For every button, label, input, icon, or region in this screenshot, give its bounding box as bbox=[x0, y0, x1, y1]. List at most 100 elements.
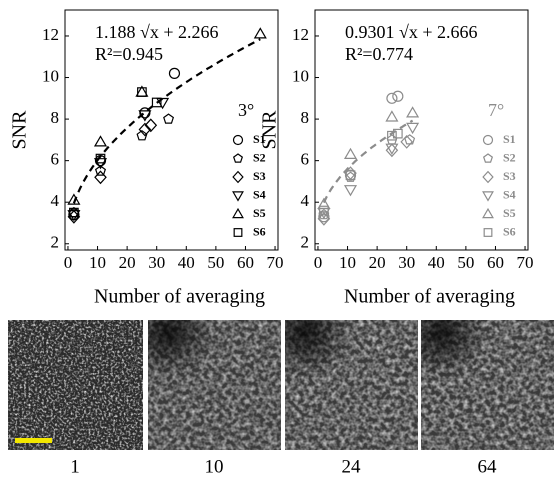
x-tick-label: 0 bbox=[314, 253, 323, 272]
data-point bbox=[94, 165, 107, 176]
data-point bbox=[168, 67, 181, 79]
fit-curve bbox=[322, 119, 414, 204]
legend-marker bbox=[232, 170, 244, 184]
data-point bbox=[137, 87, 147, 97]
image-shade bbox=[285, 320, 418, 450]
data-point bbox=[385, 143, 399, 155]
fit-curve bbox=[72, 38, 261, 204]
legend-label: S6 bbox=[253, 224, 266, 238]
legend-label: S2 bbox=[503, 150, 516, 164]
y-tick-label: 12 bbox=[42, 25, 59, 44]
y-axis-label: SNR bbox=[9, 110, 31, 150]
image-label: 1 bbox=[70, 456, 80, 477]
image-label: 10 bbox=[205, 456, 224, 477]
y-tick-label: 10 bbox=[292, 66, 309, 85]
x-tick-label: 50 bbox=[457, 253, 474, 272]
legend-label: S1 bbox=[253, 132, 266, 146]
data-point bbox=[93, 135, 108, 147]
x-tick-label: 70 bbox=[267, 253, 284, 272]
data-point bbox=[253, 27, 267, 39]
data-point bbox=[67, 193, 81, 205]
x-tick-label: 10 bbox=[339, 253, 356, 272]
data-point bbox=[144, 118, 158, 133]
image-label: 24 bbox=[342, 456, 362, 477]
scale-bar bbox=[15, 438, 52, 443]
data-point bbox=[319, 205, 329, 216]
y-tick-label: 8 bbox=[51, 108, 60, 127]
data-point bbox=[345, 170, 356, 181]
y-tick-label: 10 bbox=[42, 66, 59, 85]
x-tick-label: 70 bbox=[517, 253, 534, 272]
r-squared: R²=0.774 bbox=[345, 44, 413, 64]
legend-label: S5 bbox=[253, 206, 266, 220]
x-tick-label: 60 bbox=[487, 253, 504, 272]
data-point bbox=[385, 110, 399, 122]
x-axis-label: Number of averaging bbox=[94, 286, 265, 308]
image-label: 64 bbox=[478, 456, 498, 477]
x-tick-label: 0 bbox=[64, 253, 73, 272]
y-tick-label: 2 bbox=[301, 233, 310, 252]
image-shade bbox=[148, 320, 281, 450]
legend-label: S5 bbox=[503, 206, 516, 220]
r-squared: R²=0.945 bbox=[95, 44, 163, 64]
x-tick-label: 30 bbox=[148, 253, 165, 272]
legend-marker bbox=[482, 170, 494, 184]
legend-label: S1 bbox=[503, 132, 516, 146]
legend-marker bbox=[232, 134, 244, 146]
y-axis-label: SNR bbox=[259, 110, 281, 150]
data-point bbox=[317, 211, 331, 226]
fit-equation: 0.9301 √x + 2.666 bbox=[345, 22, 478, 42]
legend-marker bbox=[482, 134, 494, 146]
legend-marker bbox=[233, 228, 243, 237]
legend-marker bbox=[232, 207, 244, 219]
data-point bbox=[94, 170, 107, 185]
fit-equation: 1.188 √x + 2.266 bbox=[95, 22, 219, 42]
legend-label: S6 bbox=[503, 224, 516, 238]
micrographs bbox=[8, 320, 554, 450]
legend-label: S4 bbox=[503, 187, 516, 201]
legend-title: 3° bbox=[238, 100, 254, 120]
plot-frame bbox=[64, 9, 279, 251]
data-point bbox=[95, 153, 106, 164]
y-tick-label: 6 bbox=[51, 150, 60, 169]
legend-label: S4 bbox=[253, 187, 266, 201]
data-point bbox=[392, 90, 404, 102]
legend-title: 7° bbox=[488, 100, 504, 120]
plot-frame bbox=[314, 9, 529, 251]
plot: 0 10 20 30 40 50 60 70 2 4 6 8 10 12 Number of averagi… bbox=[9, 9, 284, 308]
legend-label: S3 bbox=[253, 169, 266, 183]
data-point bbox=[69, 207, 79, 218]
x-tick-label: 30 bbox=[398, 253, 415, 272]
data-point bbox=[93, 158, 108, 170]
x-tick-label: 10 bbox=[89, 253, 106, 272]
data-point bbox=[317, 197, 331, 209]
x-tick-label: 20 bbox=[119, 253, 136, 272]
data-point bbox=[156, 97, 170, 110]
legend-marker bbox=[232, 153, 244, 163]
data-point bbox=[392, 128, 403, 139]
data-point bbox=[343, 185, 358, 197]
data-point bbox=[67, 210, 81, 222]
data-point bbox=[406, 106, 420, 118]
image-shade bbox=[421, 320, 554, 450]
data-point bbox=[163, 113, 175, 124]
data-point bbox=[400, 135, 414, 149]
y-tick-label: 4 bbox=[301, 191, 310, 210]
y-tick-label: 8 bbox=[301, 108, 310, 127]
y-tick-label: 12 bbox=[292, 25, 309, 44]
legend-marker bbox=[482, 207, 494, 219]
x-tick-label: 20 bbox=[369, 253, 386, 272]
data-point bbox=[318, 211, 330, 223]
x-tick-label: 40 bbox=[178, 253, 195, 272]
data-point bbox=[387, 130, 397, 141]
data-point bbox=[138, 122, 152, 137]
x-tick-label: 40 bbox=[428, 253, 445, 272]
legend-marker bbox=[232, 191, 244, 202]
legend-marker bbox=[482, 153, 494, 163]
data-point bbox=[151, 97, 162, 108]
data-point bbox=[139, 107, 151, 119]
plot: 0 10 20 30 40 50 60 70 2 4 6 8 10 12 Number of averagi… bbox=[259, 9, 534, 308]
x-tick-label: 60 bbox=[237, 253, 254, 272]
data-point bbox=[386, 92, 398, 104]
